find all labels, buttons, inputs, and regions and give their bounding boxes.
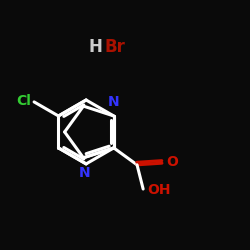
Text: H: H — [89, 38, 103, 56]
Text: Br: Br — [104, 38, 125, 56]
Text: O: O — [166, 155, 178, 169]
Text: OH: OH — [147, 184, 171, 198]
Text: N: N — [108, 95, 120, 109]
Text: N: N — [79, 166, 90, 180]
Text: Cl: Cl — [16, 94, 31, 108]
